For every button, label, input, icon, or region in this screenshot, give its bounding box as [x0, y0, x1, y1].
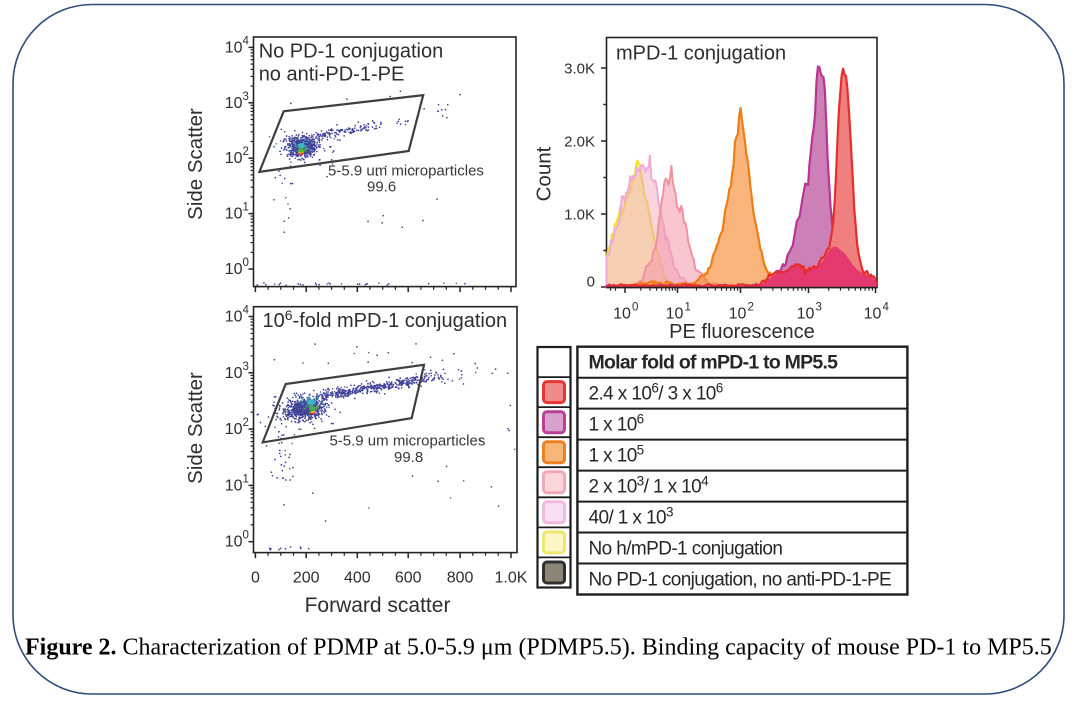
svg-text:mPD-1 conjugation: mPD-1 conjugation — [616, 43, 786, 65]
svg-text:10: 10 — [225, 421, 243, 438]
svg-text:10: 10 — [225, 150, 243, 167]
svg-text:400: 400 — [344, 570, 371, 587]
svg-text:3.0K: 3.0K — [564, 61, 595, 78]
svg-text:Side Scatter: Side Scatter — [184, 108, 207, 220]
svg-text:1 x 105: 1 x 105 — [589, 443, 644, 467]
svg-text:2.0K: 2.0K — [564, 134, 595, 151]
svg-text:800: 800 — [447, 570, 474, 587]
svg-text:Count: Count — [533, 146, 556, 201]
svg-text:10: 10 — [225, 206, 243, 223]
svg-text:10: 10 — [225, 95, 243, 112]
svg-text:0: 0 — [587, 274, 595, 291]
svg-text:No PD-1 conjugation, no anti-P: No PD-1 conjugation, no anti-PD-1-PE — [589, 570, 892, 591]
svg-text:1: 1 — [243, 202, 249, 214]
svg-text:10: 10 — [225, 477, 243, 494]
svg-text:2: 2 — [243, 146, 249, 158]
svg-text:0: 0 — [243, 257, 249, 269]
svg-text:No PD-1 conjugation: No PD-1 conjugation — [259, 41, 444, 63]
svg-text:0: 0 — [251, 570, 260, 587]
svg-text:10: 10 — [729, 306, 747, 323]
svg-text:10: 10 — [225, 365, 243, 382]
svg-text:2: 2 — [748, 302, 754, 314]
svg-text:10: 10 — [225, 39, 243, 56]
svg-text:200: 200 — [293, 570, 320, 587]
svg-text:4: 4 — [883, 302, 890, 314]
svg-text:1.0K: 1.0K — [495, 570, 528, 587]
svg-text:Figure 2. Characterization of: Figure 2. Characterization of PDMP at 5.… — [25, 635, 1052, 661]
svg-text:600: 600 — [395, 570, 422, 587]
svg-text:4: 4 — [243, 35, 250, 47]
svg-text:10: 10 — [225, 309, 243, 326]
svg-text:3: 3 — [243, 361, 249, 373]
svg-text:Side Scatter: Side Scatter — [184, 372, 207, 484]
svg-text:0: 0 — [632, 302, 638, 314]
svg-text:no anti-PD-1-PE: no anti-PD-1-PE — [259, 64, 405, 86]
svg-text:No h/mPD-1 conjugation: No h/mPD-1 conjugation — [589, 539, 783, 560]
svg-text:1.0K: 1.0K — [564, 207, 595, 224]
svg-text:5-5.9 um microparticles: 5-5.9 um microparticles — [329, 433, 485, 450]
svg-text:10: 10 — [613, 306, 631, 323]
svg-text:99.6: 99.6 — [367, 179, 396, 196]
svg-text:99.8: 99.8 — [394, 449, 423, 466]
svg-text:5-5.9 um microparticles: 5-5.9 um microparticles — [328, 163, 484, 180]
svg-text:10: 10 — [666, 306, 684, 323]
svg-text:4: 4 — [243, 305, 250, 317]
svg-text:2: 2 — [243, 417, 249, 429]
svg-text:1: 1 — [685, 302, 691, 314]
svg-text:3: 3 — [243, 91, 249, 103]
svg-text:3: 3 — [816, 302, 822, 314]
svg-text:10: 10 — [797, 306, 815, 323]
svg-text:10: 10 — [864, 306, 882, 323]
svg-text:0: 0 — [243, 530, 249, 542]
svg-text:1 x 106: 1 x 106 — [589, 412, 644, 436]
svg-text:10: 10 — [225, 261, 243, 278]
svg-text:Molar fold of mPD-1 to MP5.5: Molar fold of mPD-1 to MP5.5 — [589, 352, 839, 374]
svg-text:PE fluorescence: PE fluorescence — [669, 321, 815, 343]
svg-text:2 x 103/ 1 x 104: 2 x 103/ 1 x 104 — [589, 474, 710, 498]
svg-text:40/ 1 x 103: 40/ 1 x 103 — [589, 505, 673, 529]
svg-text:10: 10 — [225, 534, 243, 551]
svg-text:106-fold mPD-1 conjugation: 106-fold mPD-1 conjugation — [263, 307, 508, 332]
svg-text:1: 1 — [243, 473, 249, 485]
svg-text:Forward scatter: Forward scatter — [305, 594, 451, 617]
